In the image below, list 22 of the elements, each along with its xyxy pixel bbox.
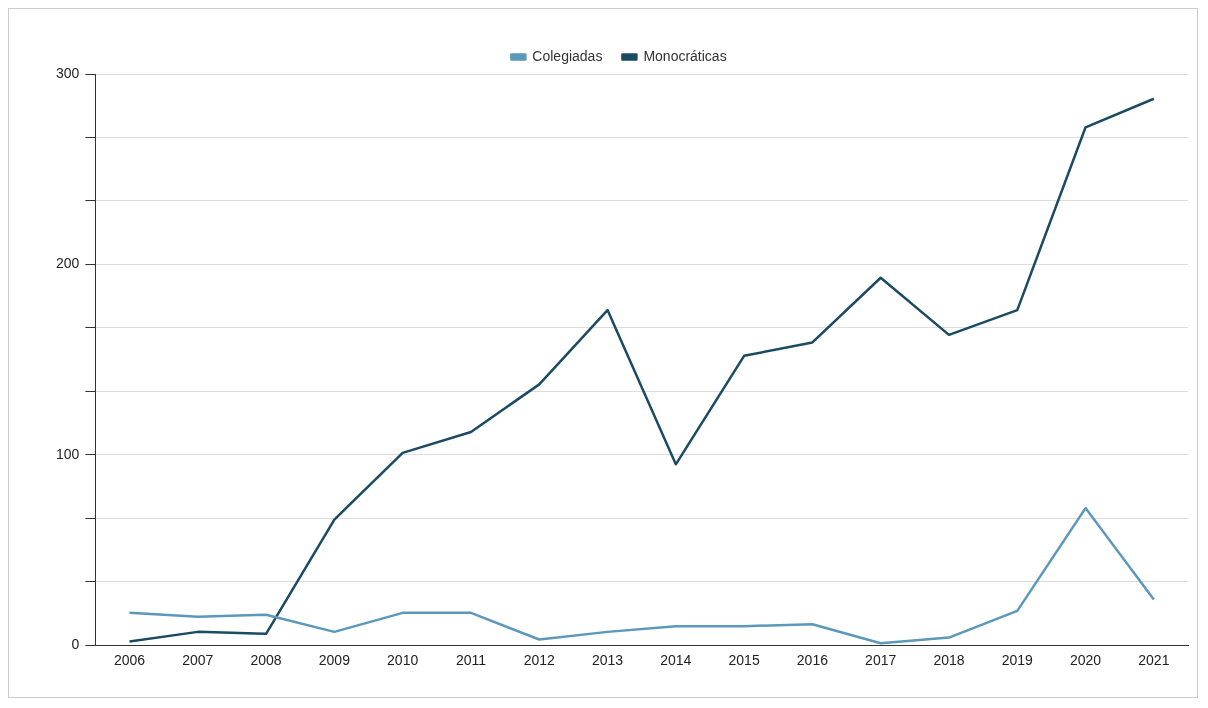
x-tick-label: 2010: [387, 652, 419, 669]
x-tick-label: 2019: [1001, 652, 1034, 669]
y-tick-label: 0: [71, 636, 80, 653]
x-tick-label: 2015: [728, 652, 760, 669]
x-tick-label: 2008: [250, 652, 282, 669]
x-tick-label: 2009: [318, 652, 351, 669]
x-tick-label: 2018: [933, 652, 965, 669]
x-tick-label: 2011: [455, 652, 487, 669]
y-tick-label: 200: [56, 255, 80, 272]
x-tick-label: 2014: [660, 652, 692, 669]
legend-label: Monocráticas: [643, 47, 727, 64]
x-tick-label: 2013: [591, 652, 624, 669]
x-tick-label: 2012: [523, 652, 556, 669]
x-tick-label: 2007: [182, 652, 214, 669]
x-tick-label: 2017: [865, 652, 897, 669]
legend-label: Colegiadas: [532, 47, 603, 64]
y-tick-label: 300: [56, 64, 80, 81]
x-tick-label: 2006: [113, 652, 146, 669]
x-tick-label: 2021: [1138, 652, 1170, 669]
x-tick-label: 2016: [796, 652, 829, 669]
y-tick-label: 100: [56, 445, 80, 462]
x-tick-label: 2020: [1069, 652, 1102, 669]
